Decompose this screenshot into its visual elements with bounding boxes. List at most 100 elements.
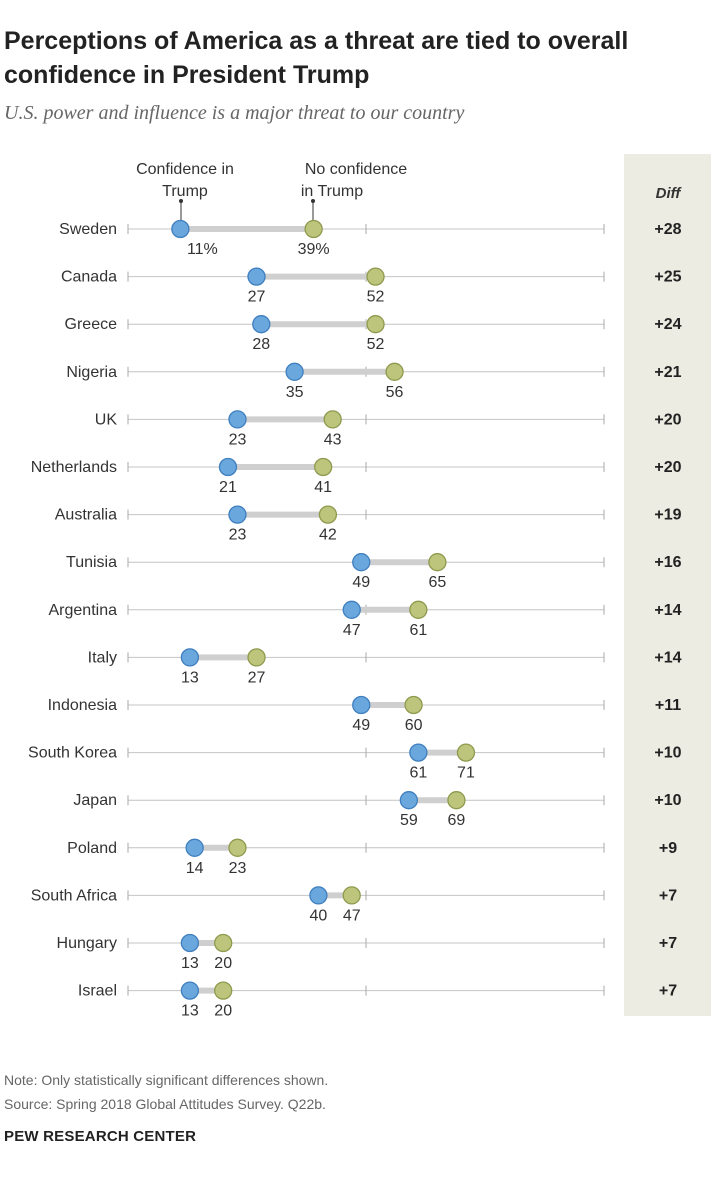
country-label: Italy — [88, 649, 117, 666]
chart-source: Source: Spring 2018 Global Attitudes Sur… — [4, 1096, 326, 1112]
value-label-confidence: 35 — [286, 384, 304, 401]
dot-confidence — [252, 315, 271, 334]
value-label-confidence: 21 — [219, 479, 237, 496]
value-label-no-confidence: 39% — [298, 241, 330, 258]
legend-confidence-line1: Confidence in — [136, 161, 234, 178]
value-label-no-confidence: 60 — [405, 717, 423, 734]
value-label-confidence: 40 — [310, 907, 328, 924]
dot-no-confidence — [228, 838, 247, 857]
dot-confidence — [399, 791, 418, 810]
country-label: Japan — [73, 792, 117, 809]
value-label-no-confidence: 56 — [386, 384, 404, 401]
dot-no-confidence — [385, 362, 404, 381]
dot-no-confidence — [318, 505, 338, 524]
chart-rows: Sweden 11% 39% +28 Canada 27 52 +25 Greece 28 52 +2… — [28, 219, 682, 1020]
diff-value: +25 — [654, 269, 681, 286]
diff-value: +19 — [654, 507, 681, 524]
value-label-confidence: 23 — [229, 431, 247, 448]
value-label-confidence: 13 — [181, 1003, 199, 1020]
country-label: Sweden — [59, 221, 117, 238]
value-label-no-confidence: 61 — [409, 622, 427, 639]
dot-no-confidence — [247, 648, 266, 667]
value-label-confidence: 27 — [248, 289, 266, 306]
value-label-confidence: 13 — [181, 669, 199, 686]
dot-no-confidence — [409, 600, 428, 619]
dot-confidence — [285, 362, 304, 381]
country-label: Indonesia — [48, 697, 117, 714]
country-label: Australia — [55, 507, 117, 524]
country-label: Netherlands — [31, 459, 117, 476]
value-label-confidence: 49 — [352, 717, 370, 734]
diff-value: +7 — [659, 887, 677, 904]
value-label-no-confidence: 20 — [214, 1003, 232, 1020]
legend-confidence-line2: Trump — [162, 183, 208, 200]
country-label: Argentina — [49, 602, 118, 619]
country-label: Poland — [67, 840, 117, 857]
legend-pointer-confidence-dot — [179, 199, 183, 203]
value-label-no-confidence: 27 — [248, 669, 266, 686]
value-label-no-confidence: 65 — [429, 574, 447, 591]
dot-confidence — [185, 838, 204, 857]
value-label-confidence: 47 — [343, 622, 361, 639]
dot-no-confidence — [428, 553, 447, 572]
value-label-no-confidence: 42 — [319, 527, 337, 544]
value-label-confidence: 23 — [229, 527, 247, 544]
diff-value: +14 — [654, 602, 681, 619]
country-label: Hungary — [57, 935, 117, 952]
legend-no-confidence-line1: No confidence — [305, 161, 407, 178]
value-label-confidence: 11% — [187, 241, 218, 258]
dot-no-confidence — [214, 981, 233, 1000]
value-label-no-confidence: 69 — [448, 812, 466, 829]
dot-confidence — [228, 410, 247, 429]
value-label-confidence: 28 — [252, 336, 270, 353]
diff-value: +14 — [654, 649, 681, 666]
diff-value: +16 — [654, 554, 681, 571]
diff-column-background — [624, 154, 711, 1016]
diff-value: +21 — [654, 364, 681, 381]
country-label: Greece — [65, 316, 118, 333]
dot-no-confidence — [447, 791, 466, 810]
dot-confidence — [352, 695, 371, 715]
country-label: Israel — [78, 983, 117, 1000]
chart-note: Note: Only statistically significant dif… — [4, 1072, 329, 1088]
value-label-no-confidence: 43 — [324, 431, 342, 448]
diff-value: +9 — [659, 840, 677, 857]
diff-value: +10 — [654, 792, 681, 809]
dot-confidence — [180, 933, 200, 953]
dot-confidence — [409, 743, 428, 762]
dot-no-confidence — [214, 933, 233, 953]
dot-confidence — [342, 600, 361, 619]
diff-value: +28 — [654, 221, 681, 238]
dot-confidence — [228, 505, 247, 524]
value-label-no-confidence: 20 — [214, 955, 232, 972]
dot-confidence — [309, 886, 328, 905]
dot-confidence — [352, 553, 371, 572]
country-label: Tunisia — [66, 554, 117, 571]
value-label-no-confidence: 23 — [229, 860, 247, 877]
dot-no-confidence — [456, 743, 476, 762]
value-label-no-confidence: 41 — [314, 479, 332, 496]
dot-no-confidence — [342, 886, 361, 905]
brand-logo-text: PEW RESEARCH CENTER — [4, 1128, 197, 1145]
dot-plot-chart: Confidence in Trump No confidence in Tru… — [28, 161, 682, 1020]
chart-subtitle: U.S. power and influence is a major thre… — [4, 102, 465, 124]
value-label-confidence: 13 — [181, 955, 199, 972]
country-label: Canada — [61, 269, 117, 286]
chart-title: Perceptions of America as a threat are t… — [4, 27, 629, 89]
legend-pointer-no-confidence-dot — [311, 199, 315, 203]
value-label-no-confidence: 47 — [343, 907, 361, 924]
value-label-confidence: 59 — [400, 812, 418, 829]
dot-confidence — [180, 981, 200, 1000]
diff-value: +20 — [654, 459, 681, 476]
value-label-no-confidence: 71 — [457, 765, 475, 782]
dot-confidence — [218, 457, 238, 477]
value-label-confidence: 49 — [352, 574, 370, 591]
value-label-no-confidence: 52 — [367, 289, 385, 306]
dot-confidence — [180, 648, 200, 667]
dot-no-confidence — [323, 410, 342, 429]
diff-value: +11 — [655, 697, 681, 714]
country-label: Nigeria — [66, 364, 117, 381]
country-label: South Africa — [31, 887, 117, 904]
dot-no-confidence — [304, 219, 323, 239]
diff-value: +7 — [659, 935, 677, 952]
